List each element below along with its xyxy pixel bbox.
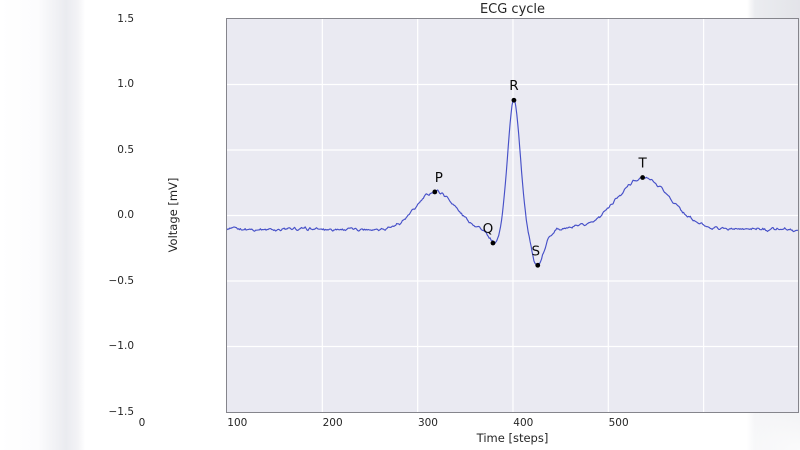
x-tick-label-100: 100 (227, 417, 248, 429)
annotation-dot-r (511, 97, 517, 103)
annotation-label-t: T (637, 156, 647, 172)
y-tick-label-1.0: 1.0 (117, 78, 134, 90)
ecg-line (227, 98, 798, 265)
x-tick-label-500: 500 (608, 417, 629, 429)
annotation-dot-t (640, 175, 646, 180)
annotation-label-r: R (509, 78, 518, 94)
annotation-dot-p (432, 189, 438, 195)
annotation-dot-s (535, 262, 541, 268)
y-tick-label-1.5: 1.5 (117, 12, 134, 25)
y-tick-label-−1.0: −1.0 (108, 340, 135, 352)
annotation-label-s: S (531, 243, 540, 259)
x-tick-label-400: 400 (513, 417, 534, 429)
x-tick-label-300: 300 (417, 417, 438, 429)
chart-title: ECG cycle (479, 2, 546, 17)
x-tick-label-200: 200 (322, 417, 343, 429)
annotation-label-p: P (435, 170, 443, 186)
x-tick-label-0: 0 (138, 417, 146, 429)
ecg-plot-svg: P Q R S T (227, 19, 798, 412)
annotation-dot-q (490, 240, 496, 246)
y-tick-label-0.5: 0.5 (117, 143, 134, 156)
annotation-label-q: Q (483, 221, 494, 237)
y-tick-label-−1.5: −1.5 (108, 405, 135, 418)
figure: ECG cycle P Q R S T Time [steps] Voltage [mV… (85, 0, 799, 450)
plot-area: P Q R S T (226, 18, 799, 413)
y-axis-label: Voltage [mV] (166, 177, 180, 253)
y-tick-label-−0.5: −0.5 (108, 274, 135, 287)
x-axis-label: Time [steps] (476, 431, 549, 445)
y-tick-label-0.0: 0.0 (117, 209, 134, 221)
